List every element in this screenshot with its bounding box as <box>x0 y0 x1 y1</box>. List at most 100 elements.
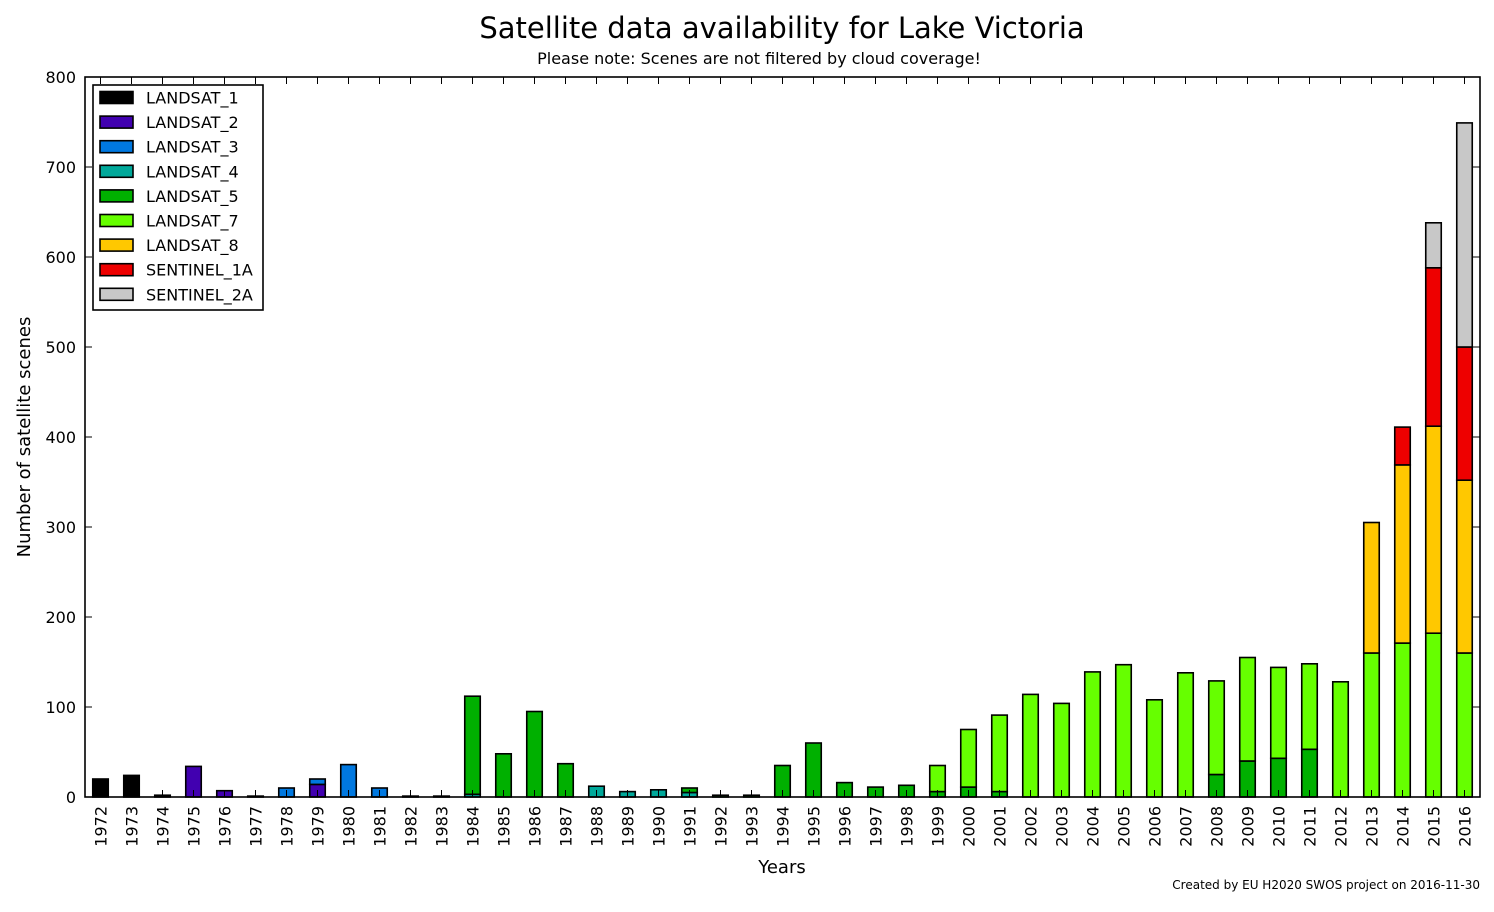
x-tick-label: 2015 <box>1425 806 1444 847</box>
bar-segment <box>1176 671 1195 798</box>
x-tick-label: 1990 <box>650 806 669 847</box>
x-tick-label: 1992 <box>712 806 731 847</box>
bar-segment <box>1424 222 1443 269</box>
x-tick-label: 2000 <box>960 806 979 847</box>
bar-segment <box>1052 702 1071 798</box>
x-axis-label: Years <box>757 857 806 878</box>
bar-segment <box>1393 464 1412 644</box>
x-tick-label: 1982 <box>402 806 421 847</box>
legend-swatch <box>99 115 134 129</box>
bar-segment <box>463 695 482 796</box>
axes-layer: 0 100 200 300 400 500 600 700 800 1972 1973 1974 197… <box>45 68 1481 847</box>
legend-swatch <box>99 164 134 179</box>
x-tick-label: 1980 <box>340 806 359 847</box>
legend-swatch <box>99 139 134 154</box>
bar-segment <box>1083 671 1102 798</box>
legend-swatch <box>99 238 134 252</box>
x-tick-label: 1977 <box>247 806 266 847</box>
footer-credit: Created by EU H2020 SWOS project on 2016… <box>1172 878 1480 892</box>
bar-segment <box>1393 426 1412 466</box>
x-tick-label: 2010 <box>1270 806 1289 847</box>
legend-entry-label: LANDSAT_4 <box>146 162 239 182</box>
chart-title: Satellite data availability for Lake Vic… <box>479 11 1084 45</box>
legend-swatch <box>99 213 134 228</box>
x-tick-label: 2005 <box>1115 806 1134 847</box>
x-tick-label: 1974 <box>154 806 173 847</box>
legend: LANDSAT_1 LANDSAT_2 LANDSAT_3 LANDSAT_4 LAND… <box>92 84 264 311</box>
bar-segment <box>1114 663 1133 798</box>
x-tick-label: 1979 <box>309 806 328 847</box>
y-tick-label: 500 <box>45 338 76 357</box>
bar-segment <box>1238 656 1257 762</box>
x-tick-label: 1986 <box>526 806 545 847</box>
x-tick-label: 2014 <box>1394 806 1413 847</box>
y-tick-label: 800 <box>45 68 76 87</box>
x-tick-label: 2013 <box>1363 806 1382 847</box>
x-tick-label: 1978 <box>278 806 297 847</box>
bar-segment <box>1455 122 1474 348</box>
x-tick-label: 1987 <box>557 806 576 847</box>
legend-entry-label: SENTINEL_1A <box>146 261 253 281</box>
bar-segment <box>1207 680 1226 776</box>
x-tick-label: 1989 <box>619 806 638 847</box>
x-tick-label: 2007 <box>1177 806 1196 847</box>
bar-segment <box>928 764 947 793</box>
x-tick-label: 2003 <box>1053 806 1072 847</box>
bar-segment <box>1424 632 1443 798</box>
x-tick-label: 1997 <box>867 806 886 847</box>
y-tick-label: 700 <box>45 158 76 177</box>
x-tick-label: 1983 <box>433 806 452 847</box>
x-tick-label: 2011 <box>1301 806 1320 847</box>
legend-swatch <box>99 287 134 302</box>
bar-segment <box>1455 479 1474 654</box>
x-tick-label: 1972 <box>92 806 111 847</box>
x-tick-label: 1998 <box>898 806 917 847</box>
bar-segment <box>1455 652 1474 798</box>
bar-segment <box>804 742 823 798</box>
bar-segment <box>1424 425 1443 635</box>
x-tick-label: 2001 <box>991 806 1010 847</box>
x-tick-label: 1991 <box>681 806 700 847</box>
bar-segment <box>1269 666 1288 760</box>
y-tick-label: 300 <box>45 518 76 537</box>
legend-entry-label: LANDSAT_7 <box>146 212 239 232</box>
bars-layer <box>91 122 1474 798</box>
bar-segment <box>1393 642 1412 798</box>
bar-segment <box>308 778 327 786</box>
x-tick-label: 1988 <box>588 806 607 847</box>
x-tick-label: 2006 <box>1146 806 1165 847</box>
bar-segment <box>959 728 978 788</box>
legend-swatch <box>99 262 134 277</box>
bar-segment <box>1362 521 1381 654</box>
legend-swatch <box>99 90 134 105</box>
bar-segment <box>1021 693 1040 798</box>
legend-entry-label: LANDSAT_3 <box>146 138 239 158</box>
x-tick-label: 2016 <box>1456 806 1475 847</box>
bar-segment <box>1145 698 1164 798</box>
legend-entry-label: LANDSAT_1 <box>146 89 239 109</box>
x-tick-label: 1999 <box>929 806 948 847</box>
x-tick-label: 2012 <box>1332 806 1351 847</box>
y-axis-label: Number of satellite scenes <box>14 317 35 558</box>
bar-segment <box>525 710 544 798</box>
y-tick-label: 100 <box>45 698 76 717</box>
y-tick-label: 400 <box>45 428 76 447</box>
x-tick-label: 1984 <box>464 806 483 847</box>
x-tick-label: 1976 <box>216 806 235 847</box>
bar-segment <box>1300 662 1319 751</box>
x-tick-label: 2004 <box>1084 806 1103 847</box>
x-tick-label: 2008 <box>1208 806 1227 847</box>
x-tick-label: 1985 <box>495 806 514 847</box>
legend-entry-label: LANDSAT_8 <box>146 236 239 256</box>
x-tick-label: 2002 <box>1022 806 1041 847</box>
legend-swatch <box>99 189 134 203</box>
legend-entry-label: LANDSAT_5 <box>146 187 239 207</box>
y-tick-label: 600 <box>45 248 76 267</box>
x-tick-label: 1994 <box>774 806 793 847</box>
x-tick-label: 1981 <box>371 806 390 847</box>
legend-entry-label: LANDSAT_2 <box>146 113 239 133</box>
x-tick-label: 1993 <box>743 806 762 847</box>
x-tick-label: 1996 <box>836 806 855 847</box>
x-tick-label: 1995 <box>805 806 824 847</box>
